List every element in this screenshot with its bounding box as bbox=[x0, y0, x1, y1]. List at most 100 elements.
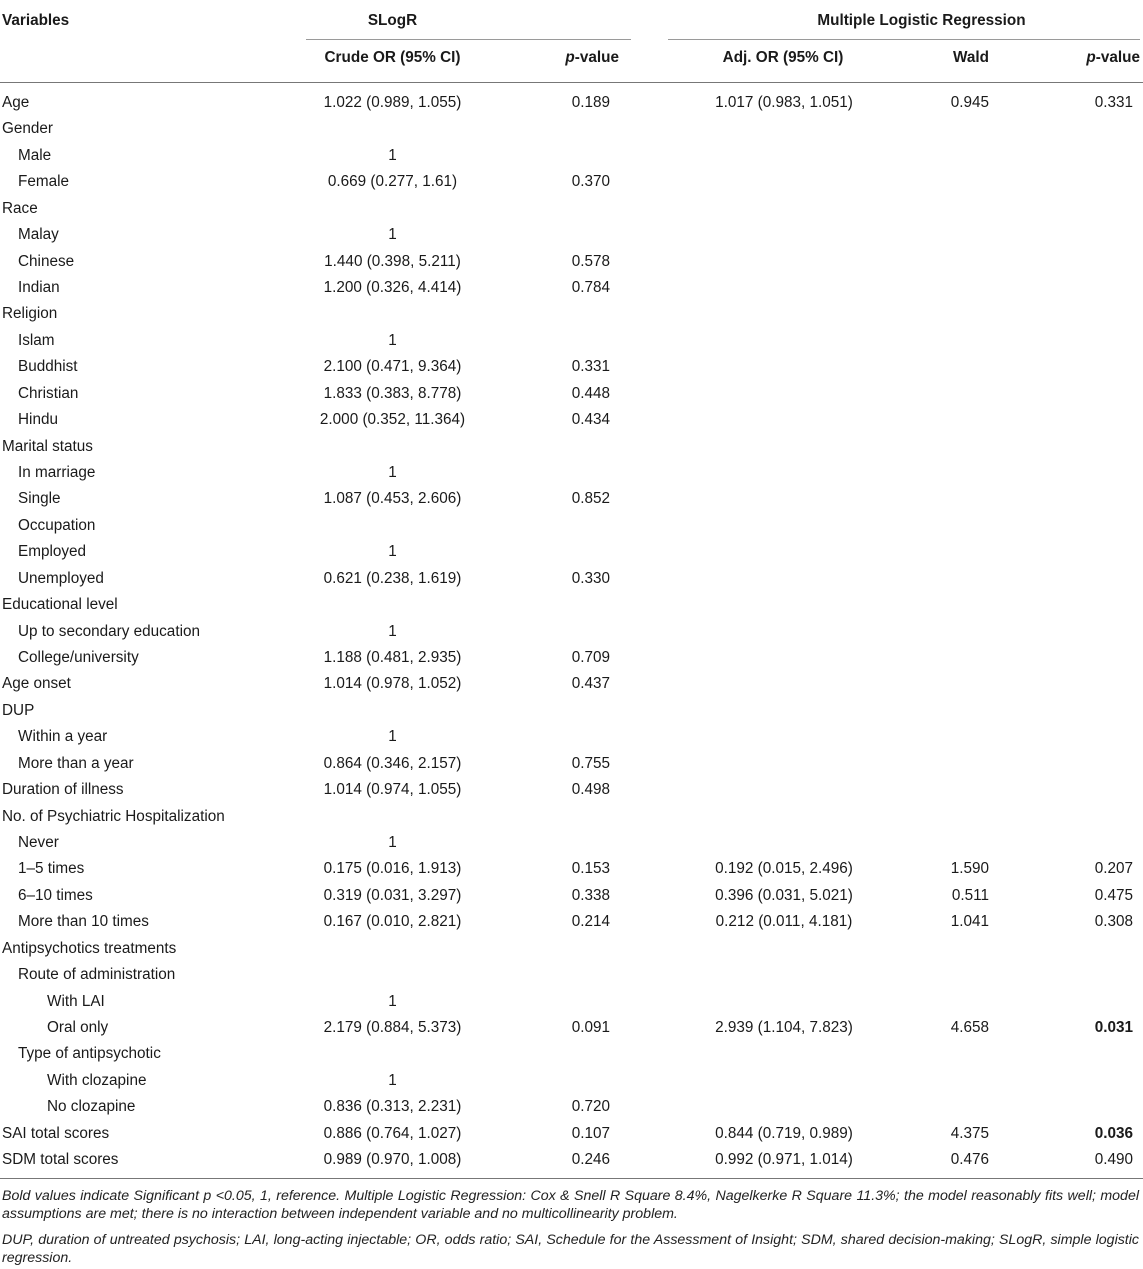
adj-or-cell: 0.844 (0.719, 0.989) bbox=[715, 1124, 853, 1142]
wald-cell: 0.476 bbox=[950, 1151, 989, 1169]
crude-or-cell: 1 bbox=[388, 226, 397, 244]
row-label: More than a year bbox=[18, 754, 134, 772]
crude-or-cell: 1.188 (0.481, 2.935) bbox=[323, 649, 462, 667]
p-value-slogr-cell: 0.330 bbox=[571, 569, 610, 587]
crude-or-cell: 1 bbox=[388, 1071, 397, 1089]
crude-or-cell: 0.175 (0.016, 1.913) bbox=[323, 860, 462, 878]
crude-or-cell: 2.000 (0.352, 11.364) bbox=[319, 411, 466, 429]
row-label: Male bbox=[18, 146, 52, 164]
header-adj-or: Adj. OR (95% CI) bbox=[722, 49, 844, 66]
header-mlr: Multiple Logistic Regression bbox=[817, 12, 1026, 29]
wald-cell: 0.511 bbox=[951, 886, 989, 904]
crude-or-cell: 1 bbox=[388, 331, 397, 349]
crude-or-cell: 1 bbox=[388, 992, 397, 1010]
row-label: College/university bbox=[18, 649, 139, 667]
p-value-slogr-cell: 0.498 bbox=[571, 781, 610, 799]
row-label: Hindu bbox=[18, 411, 58, 429]
p-value-slogr-cell: 0.091 bbox=[571, 1019, 610, 1037]
wald-cell: 1.041 bbox=[950, 913, 989, 931]
p-value-slogr-cell: 0.370 bbox=[571, 173, 610, 191]
row-label: No clozapine bbox=[47, 1098, 136, 1116]
row-label: Single bbox=[18, 490, 61, 508]
header-variables: Variables bbox=[2, 12, 70, 29]
crude-or-cell: 0.669 (0.277, 1.61) bbox=[327, 173, 458, 191]
p-value-mlr-cell: 0.331 bbox=[1094, 94, 1133, 111]
row-label: 6–10 times bbox=[18, 886, 93, 904]
crude-or-cell: 1.014 (0.978, 1.052) bbox=[323, 675, 462, 693]
wald-cell: 1.590 bbox=[950, 860, 989, 878]
crude-or-cell: 1 bbox=[388, 728, 397, 746]
row-label: Female bbox=[18, 173, 70, 191]
adj-or-cell: 0.396 (0.031, 5.021) bbox=[715, 886, 853, 904]
crude-or-cell: 1 bbox=[388, 464, 397, 482]
row-label: Age onset bbox=[2, 675, 71, 693]
row-label: Occupation bbox=[18, 516, 96, 534]
crude-or-cell: 1 bbox=[388, 146, 397, 164]
footnote-significance: Bold values indicate Significant p <0.05… bbox=[2, 1188, 1139, 1222]
row-label: Never bbox=[18, 834, 59, 852]
adj-or-cell: 2.939 (1.104, 7.823) bbox=[715, 1019, 853, 1037]
slogr-underline bbox=[306, 39, 631, 40]
crude-or-cell: 1 bbox=[388, 834, 397, 852]
row-label: Gender bbox=[2, 120, 54, 138]
row-label: SAI total scores bbox=[2, 1124, 110, 1142]
wald-cell: 0.945 bbox=[950, 94, 989, 111]
footnote-abbreviations: DUP, duration of untreated psychosis; LA… bbox=[2, 1232, 1139, 1266]
row-label: Malay bbox=[18, 226, 59, 244]
p-value-slogr-cell: 0.755 bbox=[571, 754, 610, 772]
p-value-slogr-cell: 0.720 bbox=[571, 1098, 610, 1116]
row-label: Unemployed bbox=[18, 569, 104, 587]
crude-or-cell: 1.440 (0.398, 5.211) bbox=[324, 252, 461, 270]
p-value-slogr-cell: 0.437 bbox=[571, 675, 610, 693]
row-label: Up to secondary education bbox=[18, 622, 200, 640]
crude-or-cell: 1.022 (0.989, 1.055) bbox=[323, 94, 462, 111]
p-value-slogr-cell: 0.107 bbox=[571, 1124, 610, 1142]
p-value-slogr-cell: 0.434 bbox=[571, 411, 610, 429]
crude-or-cell: 0.836 (0.313, 2.231) bbox=[323, 1098, 462, 1116]
row-label: Employed bbox=[18, 543, 87, 561]
crude-or-cell: 1 bbox=[388, 543, 397, 561]
crude-or-cell: 1 bbox=[388, 622, 397, 640]
crude-or-cell: 0.319 (0.031, 3.297) bbox=[323, 886, 462, 904]
wald-cell: 4.375 bbox=[950, 1124, 989, 1142]
p-value-mlr-cell: 0.207 bbox=[1094, 860, 1133, 878]
row-label: With clozapine bbox=[47, 1071, 147, 1089]
row-label: Religion bbox=[2, 305, 58, 323]
row-label: Duration of illness bbox=[2, 781, 124, 799]
row-label: Educational level bbox=[2, 596, 118, 614]
p-value-slogr-cell: 0.153 bbox=[571, 860, 610, 878]
p-value-slogr-cell: 0.784 bbox=[571, 279, 610, 296]
p-value-mlr-cell: 0.490 bbox=[1094, 1151, 1133, 1169]
row-label: Oral only bbox=[47, 1019, 109, 1037]
header-p-value-1: p-value bbox=[565, 49, 619, 66]
bottom-rule bbox=[0, 1178, 1143, 1179]
row-label: Route of administration bbox=[18, 966, 176, 984]
adj-or-cell: 0.192 (0.015, 2.496) bbox=[715, 860, 853, 878]
row-label: Within a year bbox=[18, 728, 108, 746]
p-value-mlr-cell: 0.031 bbox=[1094, 1019, 1133, 1037]
crude-or-cell: 0.989 (0.970, 1.008) bbox=[323, 1151, 462, 1169]
header-crude-or: Crude OR (95% CI) bbox=[324, 49, 461, 66]
row-label: In marriage bbox=[18, 464, 96, 482]
crude-or-cell: 1.087 (0.453, 2.606) bbox=[323, 490, 462, 508]
p-value-mlr-cell: 0.308 bbox=[1094, 913, 1133, 931]
row-label: Marital status bbox=[2, 437, 93, 455]
row-label: Christian bbox=[18, 384, 79, 402]
header-p-value-2: p-value bbox=[1086, 49, 1140, 66]
p-value-slogr-cell: 0.448 bbox=[571, 384, 610, 402]
p-value-slogr-cell: 0.852 bbox=[571, 490, 610, 508]
row-label: Buddhist bbox=[18, 358, 78, 376]
mlr-underline bbox=[668, 39, 1140, 40]
row-label: SDM total scores bbox=[2, 1151, 119, 1169]
row-label: Age bbox=[2, 94, 30, 111]
row-label: Race bbox=[2, 199, 38, 217]
crude-or-cell: 0.167 (0.010, 2.821) bbox=[323, 913, 462, 931]
p-value-mlr-cell: 0.475 bbox=[1094, 886, 1133, 904]
row-label: With LAI bbox=[47, 992, 105, 1010]
row-label: Islam bbox=[18, 331, 55, 349]
header-slogr: SLogR bbox=[367, 12, 418, 29]
p-value-slogr-cell: 0.338 bbox=[571, 886, 610, 904]
row-label: 1–5 times bbox=[18, 860, 85, 878]
crude-or-cell: 1.014 (0.974, 1.055) bbox=[323, 781, 462, 799]
row-label: DUP bbox=[2, 701, 35, 719]
